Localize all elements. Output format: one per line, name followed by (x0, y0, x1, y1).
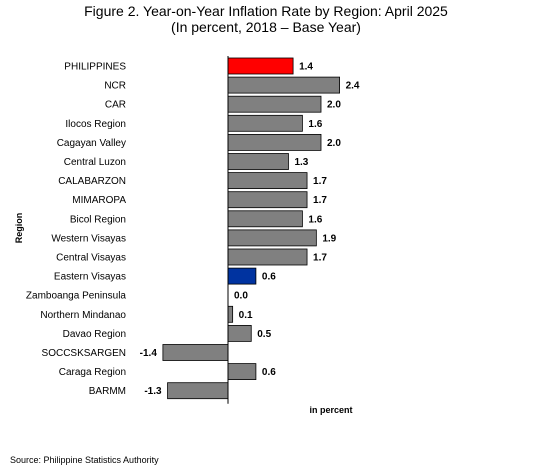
bar (227, 172, 308, 190)
category-label: SOCCSKSARGEN (42, 348, 126, 359)
bar (227, 95, 322, 113)
category-label: Cagayan Valley (57, 138, 126, 149)
value-label: 1.4 (299, 62, 313, 73)
value-label: 0.5 (257, 329, 271, 340)
category-label: MIMAROPA (72, 195, 126, 206)
category-label: Central Luzon (64, 157, 126, 168)
value-label: 2.4 (346, 81, 360, 92)
bar (227, 363, 257, 381)
category-label: Davao Region (63, 329, 126, 340)
category-label: Western Visayas (51, 233, 126, 244)
bar (227, 305, 234, 323)
bar (227, 324, 252, 342)
chart-subtitle: (In percent, 2018 – Base Year) (171, 19, 361, 35)
bar (227, 210, 303, 228)
category-label: Zamboanga Peninsula (26, 291, 127, 302)
bars-group: PHILIPPINES 1.4 NCR 2.4 CAR 2.0 Ilocos Region 1… (26, 57, 360, 400)
bar (227, 114, 303, 132)
bar (167, 382, 229, 400)
value-label: 1.6 (308, 214, 322, 225)
value-label: 0.6 (262, 272, 276, 283)
value-label: 1.7 (313, 195, 327, 206)
value-label: 1.3 (294, 157, 308, 168)
bar (227, 57, 294, 75)
y-axis-label: Region (14, 213, 24, 244)
bar (227, 133, 322, 151)
value-label: 0.6 (262, 367, 276, 378)
value-label: 0.0 (234, 291, 248, 302)
bar (227, 248, 308, 266)
category-label: BARMM (89, 386, 126, 397)
category-label: Northern Mindanao (40, 310, 126, 321)
chart-title: Figure 2. Year-on-Year Inflation Rate by… (84, 3, 448, 19)
value-label: 1.6 (308, 119, 322, 130)
bar (227, 76, 340, 94)
bar (162, 344, 229, 361)
bar (227, 267, 257, 285)
category-label: Central Visayas (56, 253, 126, 264)
value-label: 1.7 (313, 176, 327, 187)
category-label: Bicol Region (70, 214, 126, 225)
value-label: 2.0 (327, 138, 341, 149)
category-label: Eastern Visayas (54, 272, 126, 283)
value-label: 0.1 (239, 310, 253, 321)
value-label: 1.9 (322, 233, 336, 244)
bar (227, 229, 317, 247)
category-label: CALABARZON (58, 176, 126, 187)
source-note: Source: Philippine Statistics Authority (10, 455, 159, 465)
value-label: 1.7 (313, 253, 327, 264)
category-label: PHILIPPINES (64, 62, 126, 73)
x-axis-label: in percent (309, 405, 352, 415)
value-label: 2.0 (327, 100, 341, 111)
category-label: NCR (104, 81, 126, 92)
category-label: Caraga Region (59, 367, 126, 378)
bar (227, 153, 289, 170)
value-label: -1.4 (140, 348, 158, 359)
value-label: -1.3 (144, 386, 162, 397)
bar (227, 191, 308, 209)
category-label: CAR (105, 100, 126, 111)
category-label: Ilocos Region (65, 119, 126, 130)
